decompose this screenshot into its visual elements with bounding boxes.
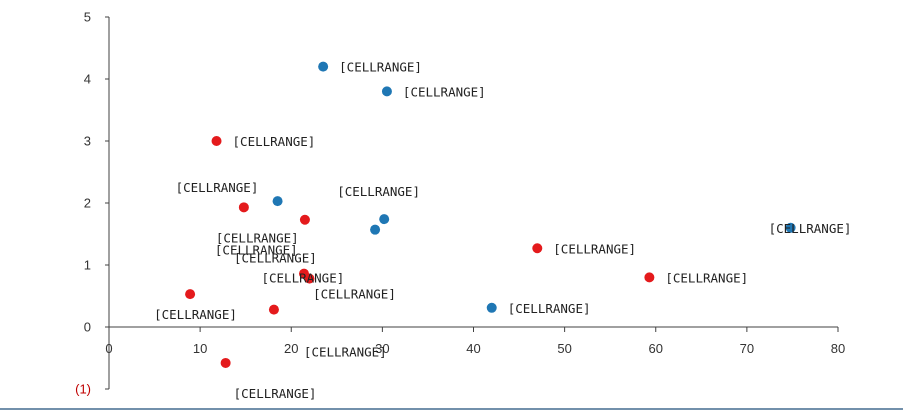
scatter-point [486,302,497,313]
scatter-point [272,196,283,207]
x-tick-label: 30 [375,341,389,356]
x-tick-label: 80 [831,341,845,356]
data-labels: [CELLRANGE][CELLRANGE][CELLRANGE] [CELLRA… [154,60,851,401]
point-data-label: [CELLRANGE] [769,221,852,236]
scatter-point [211,136,222,146]
scatter-point [268,304,279,315]
data-points [185,61,796,368]
point-data-label: [CELLRANGE] [176,180,259,195]
point-data-label: [CELLRANGE] [233,134,316,149]
scatter-point [318,61,329,72]
y-tick-label: (1) [75,382,91,397]
point-data-label: [CELLRANGE] [216,230,299,245]
point-data-label: [CELLRANGE] [261,271,344,286]
y-tick-label: 0 [84,320,91,335]
scatter-point [379,214,390,225]
point-data-label: [CELLRANGE] [403,84,486,99]
point-data-label: [CELLRANGE] [313,287,396,302]
x-tick-label: 10 [193,341,207,356]
point-data-label: [CELLRANGE] [154,307,237,322]
point-data-label: [CELLRANGE] [553,241,636,256]
point-data-label: [CELLRANGE] [234,386,317,401]
point-data-label: [CELLRANGE] [337,184,420,199]
point-data-label: [CELLRANGE] [508,301,591,316]
scatter-point [785,222,796,233]
point-data-label: [CELLRANGE] [234,251,317,266]
x-tick-label: 40 [466,341,480,356]
x-tick-label: 0 [105,341,112,356]
scatter-point [644,272,655,283]
scatter-point [381,86,392,97]
y-tick-label: 2 [84,196,91,211]
point-data-label: [CELLRANGE] [304,345,387,360]
scatter-point [532,243,543,254]
x-tick-label: 70 [740,341,754,356]
scatter-point [370,224,381,235]
y-tick-label: 1 [84,258,91,273]
point-data-label: [CELLRANGE] [665,270,748,285]
axes [105,16,839,390]
x-tick-label: 60 [649,341,663,356]
x-tick-label: 50 [557,341,571,356]
x-tick-label: 20 [284,341,298,356]
point-data-label: [CELLRANGE] [215,243,298,258]
scatter-point [299,214,310,225]
scatter-point [185,289,196,300]
scatter-point [238,202,249,213]
point-data-label: [CELLRANGE] [339,60,422,75]
y-tick-label: 5 [84,10,91,25]
y-tick-label: 4 [84,72,91,87]
scatter-point [220,357,231,368]
scatter-point [304,273,315,284]
y-tick-label: 3 [84,134,91,149]
